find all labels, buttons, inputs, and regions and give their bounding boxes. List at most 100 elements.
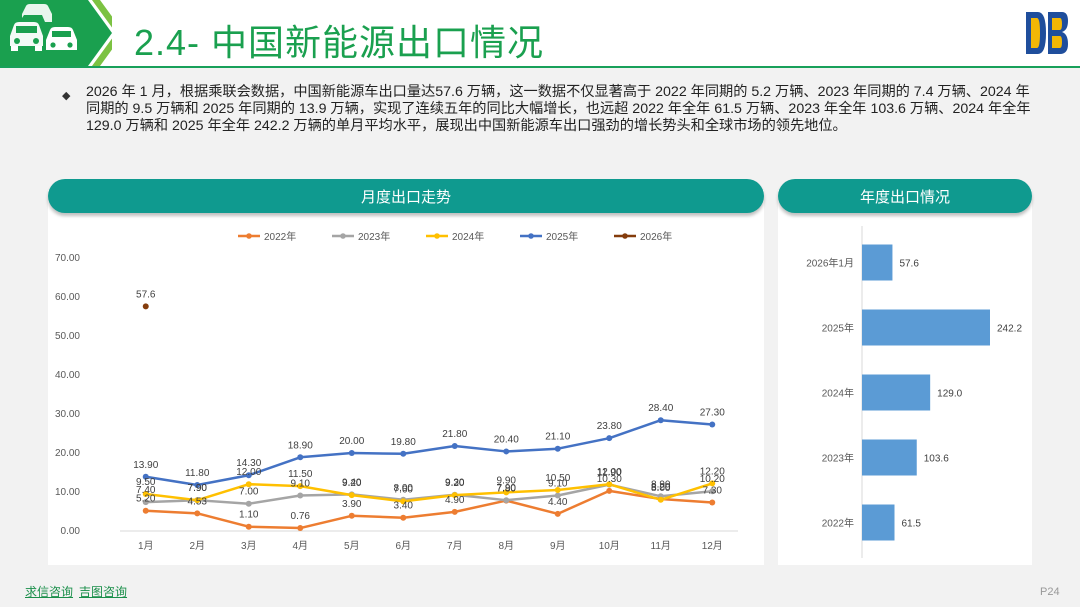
y-tick-label: 70.00: [55, 253, 80, 264]
y-tick-label: 10.00: [55, 487, 80, 498]
bar: [862, 309, 990, 346]
data-point: [554, 487, 561, 494]
data-label: 7.30: [703, 486, 723, 497]
x-tick-label: 7月: [447, 540, 463, 552]
data-point: [554, 445, 561, 452]
x-tick-label: 1月: [138, 540, 154, 552]
bar: [862, 374, 931, 411]
data-point: [606, 487, 613, 494]
data-label: 18.90: [288, 440, 313, 451]
x-tick-label: 3月: [241, 540, 257, 552]
data-label: 20.00: [339, 436, 364, 447]
data-label: 7.80: [497, 484, 517, 495]
header-bar: [0, 0, 1080, 68]
data-label: 10.30: [597, 474, 622, 485]
data-label: 10.50: [545, 473, 570, 484]
footer-link-qiuxin[interactable]: 求信咨询: [25, 585, 74, 599]
data-point: [606, 435, 613, 442]
data-label: 7.00: [239, 487, 259, 498]
legend-label: 2025年: [546, 230, 578, 243]
page-number: P24: [1040, 586, 1060, 598]
car-header-badge: [0, 0, 112, 66]
data-label: 7.90: [497, 483, 517, 494]
y-tick-label: 50.00: [55, 331, 80, 342]
data-point: [194, 481, 201, 488]
data-label: 9.10: [548, 479, 568, 490]
data-label: 11.50: [288, 469, 313, 480]
monthly-line-chart: 2022年 2023年 2024年 2025年 2026年 0.00 10.00 20.00…: [55, 230, 738, 552]
data-label: 14.30: [236, 458, 261, 469]
x-tick-label: 6月: [395, 540, 411, 552]
data-point: [400, 450, 407, 457]
data-point: [451, 508, 458, 515]
y-tick-label: 0.00: [61, 526, 81, 537]
legend-label: 2023年: [358, 230, 390, 243]
data-point: [554, 510, 561, 517]
data-label: 11.80: [185, 468, 210, 479]
data-point: [142, 490, 149, 497]
data-point: [503, 497, 510, 504]
annual-section-header: 年度出口情况: [778, 179, 1032, 213]
data-label: 28.40: [648, 403, 673, 414]
y-tick-label: 40.00: [55, 370, 80, 381]
data-label: 9.40: [342, 477, 362, 488]
data-label: 21.80: [442, 429, 467, 440]
data-label: 0.76: [291, 511, 311, 522]
data-label: 19.80: [391, 437, 416, 448]
intro-paragraph: 2026 年 1 月，根据乘联会数据，中国新能源车出口量达57.6 万辆，这一数…: [86, 84, 1031, 134]
data-label: 4.53: [188, 496, 208, 507]
data-point: [503, 489, 510, 496]
data-point: [348, 492, 355, 499]
bar-value-label: 57.6: [899, 259, 919, 270]
bar-value-label: 242.2: [997, 324, 1022, 335]
data-label: 9.50: [136, 477, 156, 488]
data-label: 12.00: [597, 467, 622, 478]
data-point: [657, 417, 664, 424]
data-point: [245, 481, 252, 488]
data-label: 9.90: [497, 475, 517, 486]
x-tick-label: 12月: [702, 540, 723, 552]
bar-category-label: 2022年: [822, 517, 854, 530]
data-label: 11.90: [597, 468, 622, 479]
data-point: [503, 448, 510, 455]
legend-marker: [528, 233, 534, 239]
y-tick-label: 60.00: [55, 292, 80, 303]
data-point: [245, 472, 252, 479]
data-label: 7.90: [188, 483, 208, 494]
data-point: [348, 450, 355, 456]
data-label: 5.20: [136, 494, 156, 505]
x-tick-label: 9月: [550, 540, 566, 552]
data-label: 10.20: [700, 474, 725, 485]
bar-value-label: 103.6: [924, 454, 949, 465]
legend-marker: [246, 233, 252, 239]
x-tick-label: 10月: [599, 540, 620, 552]
data-point: [451, 492, 458, 499]
data-label: 1.10: [239, 510, 259, 521]
data-point: [297, 525, 304, 532]
annual-bar-chart: 2026年1月 57.6 2025年 242.2 2024年 129.0 2023年 103.…: [806, 226, 1022, 558]
data-point: [451, 442, 458, 449]
footer-links: 求信咨询 吉图咨询: [25, 583, 133, 600]
data-label: 8.00: [394, 483, 414, 494]
data-label: 8.90: [651, 479, 671, 490]
data-point: [142, 473, 149, 480]
data-label: 9.20: [342, 478, 362, 489]
legend-label: 2024年: [452, 230, 484, 243]
x-tick-label: 5月: [344, 540, 360, 552]
data-point: [554, 492, 561, 499]
legend-marker: [622, 233, 628, 239]
data-label: 9.10: [291, 479, 311, 490]
footer-link-jitu[interactable]: 吉图咨询: [79, 585, 128, 599]
series-line: [145, 489, 713, 530]
data-label: 57.6: [136, 289, 156, 300]
data-point: [709, 488, 716, 495]
data-point: [297, 492, 304, 499]
data-label: 27.30: [700, 408, 725, 419]
data-label: 20.40: [494, 434, 519, 445]
data-label: 8.20: [651, 482, 671, 493]
bar: [862, 439, 917, 476]
header-divider: [0, 66, 1080, 68]
data-point: [245, 523, 252, 530]
legend-marker: [340, 233, 346, 239]
data-label: 21.10: [545, 432, 570, 443]
